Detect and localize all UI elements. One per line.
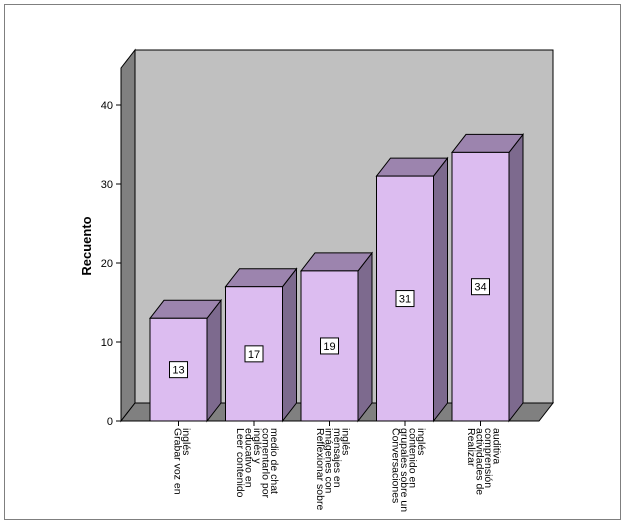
category-label: Realizaractividades decomprensiónauditiv… bbox=[465, 428, 503, 495]
category-label-line: auditiva bbox=[490, 428, 502, 464]
data-label: 19 bbox=[323, 341, 335, 353]
category-label-line: Leer contenido bbox=[234, 428, 246, 498]
category-label-line: educativo en bbox=[243, 428, 255, 488]
category-label: Conversacionesgrupales sobre uncontenido… bbox=[389, 428, 427, 512]
category-label-line: Reflexionar sobre bbox=[314, 428, 326, 510]
y-axis: 0 10 20 30 40 bbox=[101, 68, 122, 428]
bar-side bbox=[282, 267, 297, 423]
bar: 34 bbox=[450, 132, 525, 423]
data-label: 31 bbox=[399, 294, 411, 306]
data-label-box bbox=[395, 290, 415, 308]
bar: 31 bbox=[375, 156, 449, 423]
category-label-line: actividades de bbox=[473, 428, 485, 495]
y-tick-label: 30 bbox=[101, 179, 113, 191]
data-label: 34 bbox=[474, 282, 486, 294]
category-labels: Grabar voz eninglés Leer contenidoeducati… bbox=[171, 421, 502, 512]
category-label-line: comprensión bbox=[482, 428, 494, 488]
data-label-box bbox=[169, 361, 188, 379]
bar-side bbox=[357, 251, 373, 423]
category-label-line: medio de chat bbox=[268, 428, 280, 494]
category-label-line: Realizar bbox=[465, 428, 477, 467]
category-label-line: mensajes en bbox=[331, 428, 343, 488]
y-tick-label: 20 bbox=[101, 258, 113, 270]
category-label-line: inglés bbox=[180, 428, 192, 455]
data-label-box bbox=[244, 345, 264, 363]
y-axis-title: Recuento bbox=[79, 216, 94, 275]
y-tick-label: 40 bbox=[101, 100, 113, 112]
bar: 19 bbox=[299, 251, 374, 423]
category-label-line: contenido en bbox=[406, 428, 418, 488]
bar-side bbox=[433, 156, 448, 423]
bars: 13 17 19 31 34 bbox=[148, 132, 525, 423]
y-tick-label: 10 bbox=[101, 337, 113, 349]
category-label-line: imágenes con bbox=[322, 428, 334, 494]
category-label-line: inglés y bbox=[251, 428, 263, 464]
bar-side bbox=[508, 132, 524, 423]
left-wall bbox=[120, 48, 136, 423]
category-label-line: inglés bbox=[415, 428, 427, 455]
category-label-line: comentarlo por bbox=[260, 428, 272, 499]
bar: 13 bbox=[148, 298, 223, 423]
bar: 17 bbox=[224, 267, 298, 423]
data-label-box bbox=[320, 337, 339, 355]
data-label: 13 bbox=[172, 365, 184, 377]
data-label-box bbox=[471, 278, 490, 296]
category-label-line: Conversaciones bbox=[389, 428, 401, 503]
category-label-line: inglés bbox=[339, 428, 351, 455]
category-label: Grabar voz eninglés bbox=[171, 428, 192, 495]
category-label-line: Grabar voz en bbox=[171, 428, 183, 495]
category-label: Reflexionar sobreimágenes conmensajes en… bbox=[314, 428, 352, 510]
bar-side bbox=[206, 298, 222, 423]
data-label: 17 bbox=[248, 349, 260, 361]
category-label-line: grupales sobre un bbox=[398, 428, 410, 512]
y-tick-label: 0 bbox=[107, 416, 113, 428]
category-label: Leer contenidoeducativo eninglés ycoment… bbox=[234, 428, 280, 499]
